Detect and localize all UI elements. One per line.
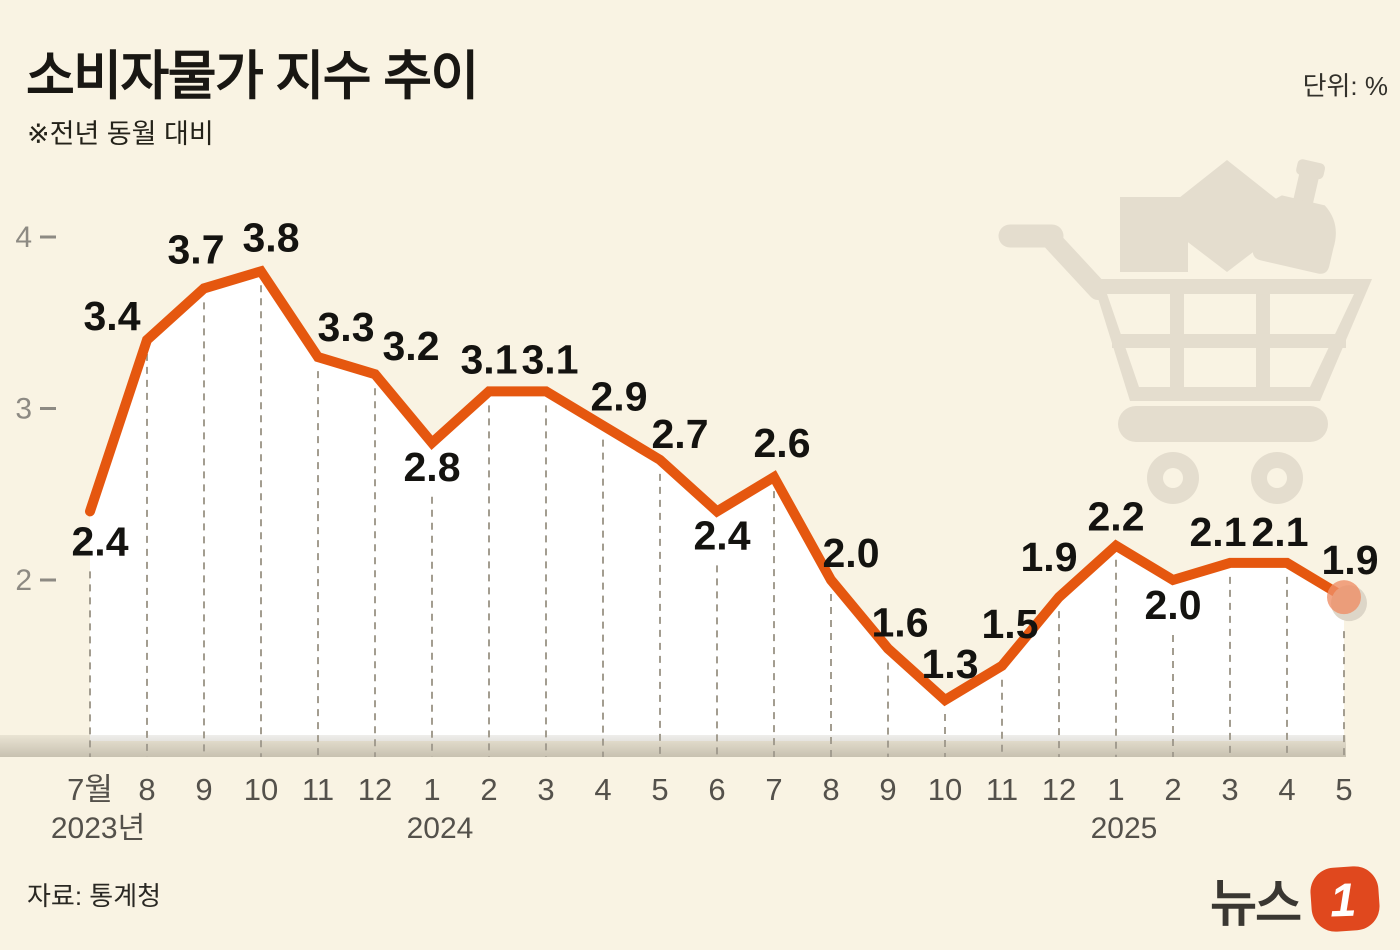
data-label: 2.1 [1190,509,1247,555]
x-tick-label: 2 [1164,772,1181,807]
data-label: 2.0 [823,530,880,576]
data-label: 3.8 [243,214,300,260]
x-tick-label: 10 [244,772,278,807]
data-label: 2.4 [72,518,129,564]
data-label: 2.6 [754,420,811,466]
data-labels: 2.43.43.7 3.83.3 3.22.83.1 3.12.92.72.42.62… [72,214,1379,687]
x-tick-label: 11 [986,772,1018,807]
y-tick-label: 3 [15,393,32,426]
source-label: 자료: 통계청 [27,881,162,911]
x-tick-label: 4 [1278,772,1295,807]
data-label: 3.7 [168,226,225,272]
year-label: 2023년 [51,812,145,845]
data-label: 2.4 [694,512,751,558]
data-label: 3.1 [522,336,579,382]
x-tick-label: 8 [822,772,839,807]
x-tick-label: 1 [423,772,440,807]
x-tick-label: 7월 [67,772,113,807]
data-label: 2.7 [652,411,709,457]
x-tick-label: 10 [928,772,962,807]
page-title: 소비자물가 지수 추이 [26,47,479,106]
x-tick-label: 6 [708,772,725,807]
x-tick-label: 5 [651,772,668,807]
x-axis-band [0,735,1346,757]
year-label: 2025 [1091,812,1158,845]
unit-label: 단위: % [1302,71,1388,101]
x-tick-label: 9 [879,772,896,807]
y-tick-label: 4 [15,221,32,254]
data-label: 3.3 [318,304,375,350]
y-tick-label: 2 [15,564,32,597]
data-label: 3.4 [84,293,141,339]
data-label: 3.1 [461,336,518,382]
news1-logo-number: 1 [1329,872,1357,927]
area-fill [90,271,1344,741]
data-label: 1.6 [872,600,929,646]
x-tick-label: 9 [195,772,212,807]
x-tick-label: 1 [1107,772,1124,807]
x-tick-label: 4 [594,772,611,807]
x-tick-label: 12 [358,772,392,807]
x-tick-label: 7 [765,772,782,807]
data-label: 2.9 [591,374,648,420]
news1-logo-text: 뉴스 [1210,875,1302,932]
x-tick-label: 8 [138,772,155,807]
x-tick-label: 5 [1335,772,1352,807]
end-point-marker [1327,580,1361,615]
x-tick-label: 11 [302,772,334,807]
data-label: 1.3 [922,641,979,687]
data-label: 2.1 [1252,509,1309,555]
x-tick-label: 3 [1221,772,1238,807]
data-label: 2.2 [1088,494,1145,540]
shopping-cart-icon [998,159,1372,504]
trend-line [85,265,1349,707]
news1-logo-mark: 1 [1308,864,1382,934]
data-label: 1.9 [1021,534,1078,580]
x-tick-label: 12 [1042,772,1076,807]
chart-note: ※전년 동월 대비 [27,119,214,149]
data-label: 1.5 [982,601,1039,647]
data-label: 3.2 [383,323,440,369]
x-tick-label: 3 [537,772,554,807]
grid-lines [89,285,1345,757]
year-label: 2024 [407,812,474,845]
data-label: 2.8 [404,444,461,490]
x-tick-label: 2 [480,772,497,807]
news1-logo: 뉴스 1 [1210,862,1382,936]
data-label: 1.9 [1322,537,1379,583]
y-axis: 2 3 4 [15,221,56,597]
data-label: 2.0 [1145,582,1202,628]
